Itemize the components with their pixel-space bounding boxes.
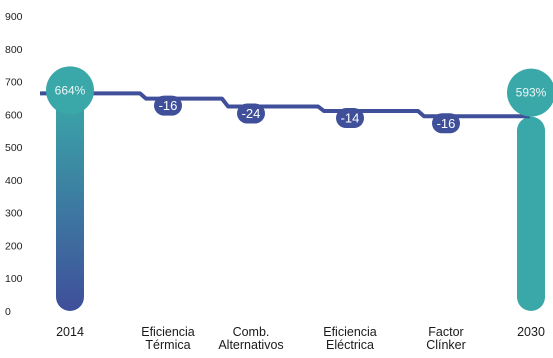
- x-category-label: Factor Clínker: [426, 325, 466, 352]
- y-tick-label: 200: [5, 240, 23, 252]
- y-tick-label: 500: [5, 142, 23, 154]
- x-category-label: Eficiencia Térmica: [141, 325, 195, 352]
- x-category-label: 2014: [56, 325, 84, 339]
- y-tick-label: 0: [5, 306, 11, 318]
- bubble-label: 664%: [55, 83, 86, 97]
- bar-2014: [56, 93, 84, 311]
- x-axis: 2014 Eficiencia Térmica Comb. Alternativos Ef…: [56, 325, 545, 352]
- delta-label: -16: [437, 116, 456, 131]
- bubble-label: 593%: [516, 86, 547, 100]
- y-tick-label: 400: [5, 175, 23, 187]
- bar-2030: [517, 117, 545, 311]
- x-category-label: 2030: [517, 325, 545, 339]
- y-tick-label: 900: [5, 11, 23, 23]
- x-category-label: Comb. Alternativos: [218, 325, 283, 352]
- delta-label: -14: [341, 111, 360, 126]
- x-category-label: Eficiencia Eléctrica: [323, 325, 377, 352]
- y-tick-label: 300: [5, 208, 23, 220]
- bars: [56, 93, 545, 311]
- y-tick-label: 100: [5, 273, 23, 285]
- delta-badges: -16 -24 -14 -16: [154, 96, 460, 134]
- y-tick-label: 800: [5, 44, 23, 56]
- cumulative-line: [40, 93, 530, 116]
- delta-label: -16: [159, 98, 178, 113]
- trend-line: [40, 93, 530, 116]
- delta-label: -24: [242, 106, 261, 121]
- y-tick-label: 600: [5, 109, 23, 121]
- y-axis: 0 100 200 300 400 500 600 700 800 900: [5, 11, 23, 318]
- y-tick-label: 700: [5, 77, 23, 89]
